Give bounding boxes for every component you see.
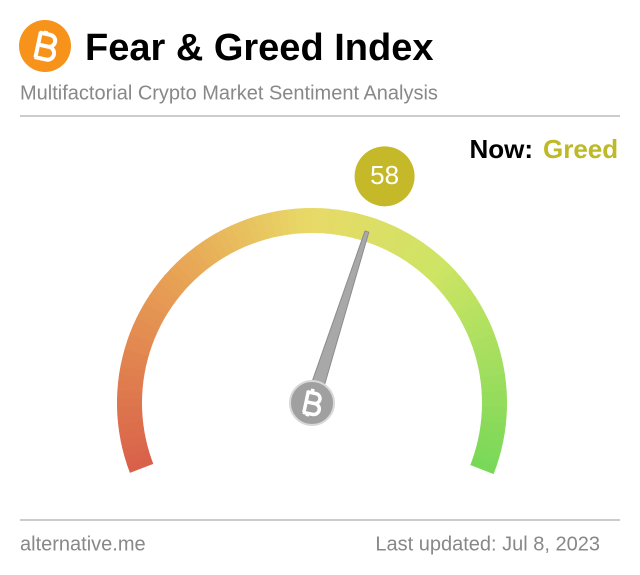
gauge-arc-segment <box>144 294 171 316</box>
gauge-arc-segment <box>136 309 163 329</box>
gauge-arc-segment <box>458 303 485 324</box>
value-badge <box>354 146 415 207</box>
gauge-arc-segment <box>470 333 498 351</box>
gauge-arc-segment <box>454 296 481 317</box>
gauge-arc-segment <box>286 208 299 235</box>
gauge-arc-segment <box>175 257 200 282</box>
logo <box>19 20 71 72</box>
subtitle: Multifactorial Crypto Market Sentiment A… <box>20 82 438 104</box>
gauge-arc-segment <box>119 364 146 378</box>
gauge-arc-segment <box>254 214 270 241</box>
gauge-arc-segment <box>153 281 180 304</box>
now-label: Now: <box>469 134 533 164</box>
gauge-arc-segment <box>472 450 500 467</box>
gauge-arc-segment <box>223 225 243 252</box>
gauge-arc-segment <box>475 349 502 365</box>
gauge-arc-segment <box>470 457 497 475</box>
gauge-arc-segment <box>425 257 450 283</box>
gauge-arc-segment <box>468 325 495 344</box>
gauge-arc-segment <box>481 382 507 394</box>
gauge-arc-segment <box>436 269 461 294</box>
gauge-arc-segment <box>312 208 322 234</box>
gauge-arc-segment <box>120 356 148 371</box>
gauge-arc-segment <box>408 242 431 268</box>
gauge-arc-segment <box>148 288 175 310</box>
gauge-arc-segment <box>420 252 444 278</box>
classification: Greed <box>543 134 618 164</box>
gauge-arc-segment <box>181 251 205 277</box>
gauge-arc-segment <box>238 218 256 246</box>
gauge-arc-segment <box>122 347 149 364</box>
gauge-arc-segment <box>194 241 217 268</box>
gauge-arc-segment <box>122 441 149 457</box>
gauge-arc-segment <box>124 448 151 465</box>
gauge-arc-segment <box>369 219 387 247</box>
logo-glyph <box>33 30 58 62</box>
gauge-arc-segment <box>481 398 508 409</box>
gauge-arc-segment <box>164 268 189 293</box>
gauge-arc-segment <box>382 225 403 253</box>
gauge-arc-segment <box>461 310 489 330</box>
gauge-arc-segment <box>262 212 277 239</box>
gauge-arc-segment <box>215 228 236 256</box>
gauge-arc-segment <box>464 317 492 337</box>
gauge-arc-segment <box>473 341 500 358</box>
gauge-arc-segment <box>414 247 437 273</box>
gauge-arc-segment <box>246 216 263 243</box>
gauge-arc-segment <box>133 316 160 336</box>
gauge-arc-segment <box>117 389 143 400</box>
gauge-arc-segment <box>389 229 410 256</box>
gauge-arc-segment <box>445 282 472 305</box>
gauge-arc-segment <box>208 232 230 259</box>
gauge-arc-segment <box>126 455 154 473</box>
gauge-arc-segment <box>201 237 223 263</box>
gauge-arc-segment <box>117 397 143 408</box>
gauge-arc-segment <box>158 274 184 298</box>
gauge-arc-segment <box>395 233 417 260</box>
gauge-arc-segment <box>303 208 314 234</box>
gauge-arc-segment <box>117 405 143 416</box>
gauge-arc-segment <box>230 221 249 249</box>
gauge-arc-segment <box>348 212 364 239</box>
gauge-arc-segment <box>440 275 467 299</box>
gauge-arc-segment <box>188 246 211 272</box>
gauge-arc-segment <box>475 442 502 459</box>
gauge-arc-segment <box>333 209 347 236</box>
gauge-arc-segment <box>129 324 157 343</box>
gauge-arc-segment <box>169 262 194 287</box>
value-label: 58 <box>370 160 399 190</box>
gauge-arc-segment <box>124 339 152 357</box>
gauge-arc-segment <box>295 208 306 234</box>
gauge-arc-segment <box>478 428 505 442</box>
updated: Last updated: Jul 8, 2023 <box>375 533 600 555</box>
gauge-arc-segment <box>117 412 143 425</box>
gauge-arc-segment <box>481 390 507 401</box>
gauge: 58 <box>117 146 508 475</box>
gauge-arc-segment <box>449 289 476 311</box>
gauge-arc-segment <box>127 332 154 350</box>
gauge-arc-segment <box>476 435 504 451</box>
gauge-arc-segment <box>430 263 456 288</box>
gauge-arc-segment <box>355 214 372 242</box>
gauge-arc-segment <box>341 210 355 238</box>
title: Fear & Greed Index <box>85 27 433 69</box>
gauge-arc-segment <box>376 222 395 250</box>
gauge-arc-segment <box>140 301 167 323</box>
hub-glyph <box>302 388 322 417</box>
gauge-arc-segment <box>402 237 424 264</box>
source: alternative.me <box>20 533 146 555</box>
